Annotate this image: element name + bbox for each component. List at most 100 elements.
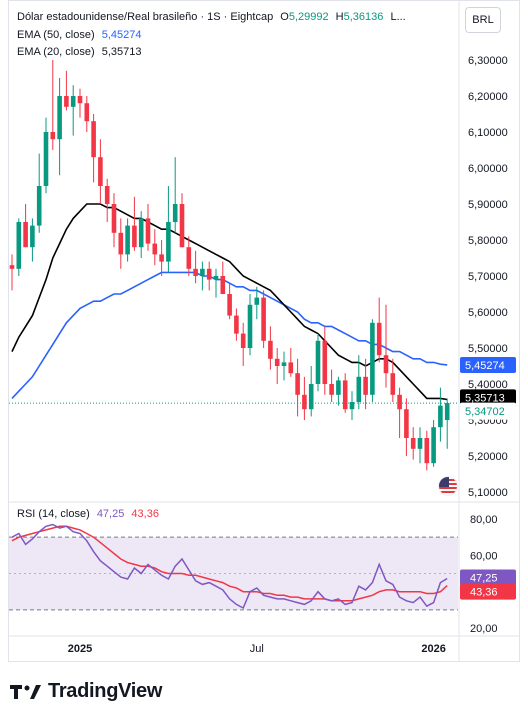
rsi-legend[interactable]: RSI (14, close) 47,25 43,36 <box>17 508 159 520</box>
symbol-title: Dólar estadounidense/Real brasileño · 1S… <box>17 11 274 23</box>
candle-body <box>383 355 389 374</box>
rsi-label: RSI (14, close) <box>17 508 90 520</box>
tradingview-logo[interactable]: TradingView <box>10 680 162 703</box>
candle-body <box>70 96 76 107</box>
candle-body <box>261 297 266 341</box>
ema20-value: 5,35713 <box>101 46 142 58</box>
candle-body <box>268 340 273 359</box>
tradingview-logo-text: TradingView <box>48 680 163 702</box>
candle-body <box>254 297 260 305</box>
candle-body <box>438 405 443 428</box>
candle-body <box>397 394 402 410</box>
candle-body <box>125 225 130 255</box>
candle-body <box>404 409 409 438</box>
rsi-line <box>11 523 448 610</box>
candle-body <box>91 121 96 158</box>
candle-body <box>274 358 280 366</box>
rsi-tick-label: 80,00 <box>470 514 498 526</box>
candle-body <box>342 380 348 410</box>
price-tick-label: 5,40000 <box>468 379 508 391</box>
price-tick-label: 5,80000 <box>468 235 508 247</box>
candle-body <box>36 186 42 226</box>
candle-body <box>234 315 239 334</box>
price-axis-marker <box>460 389 516 406</box>
candle-body <box>227 294 232 316</box>
candle-body <box>308 384 314 410</box>
candle-body <box>132 225 137 248</box>
candle-body <box>16 222 22 269</box>
candle-body <box>247 304 253 348</box>
candle-body <box>336 380 341 395</box>
candle-body <box>98 157 103 186</box>
rsi-axis-marker <box>460 569 516 586</box>
price-tick-label: 5,10000 <box>468 487 508 499</box>
candle-body <box>220 276 226 294</box>
price-axis-marker-label: 5,35713 <box>465 392 505 404</box>
tradingview-logo-icon <box>10 684 41 699</box>
candle-body <box>322 340 328 384</box>
price-tick-label: 5,50000 <box>468 343 508 355</box>
rsi-value: 47,25 <box>96 508 125 520</box>
candle-body <box>159 254 164 262</box>
rsi-axis-marker-label: 47,25 <box>470 572 498 584</box>
candle-body <box>166 222 171 262</box>
price-axis-marker <box>460 357 516 374</box>
ema50-label: EMA (50, close) <box>17 29 95 41</box>
candle-body <box>138 218 144 248</box>
candle-body <box>240 333 246 348</box>
candle-body <box>424 438 430 464</box>
candle-body <box>288 362 294 374</box>
candle-body <box>77 96 83 104</box>
price-axis-marker <box>459 402 517 420</box>
rsi-axis-marker-label: 43,36 <box>470 587 498 599</box>
candle-body <box>50 132 56 140</box>
currency-button[interactable]: BRL <box>465 7 501 33</box>
ema50-value: 5,45274 <box>101 29 142 41</box>
price-tick-label: 6,30000 <box>468 55 508 67</box>
candle-body <box>417 438 423 449</box>
candle-body <box>43 132 49 186</box>
rsi-tick-label: 60,00 <box>470 550 498 562</box>
ema20-legend[interactable]: EMA (20, close) 5,35713 <box>17 46 141 58</box>
candle-body <box>213 276 219 280</box>
rsi-ma-value: 43,36 <box>131 508 159 520</box>
candle-body <box>315 340 321 384</box>
candle-body <box>363 376 368 395</box>
candle-body <box>410 438 416 449</box>
us-flag-icon[interactable] <box>438 476 458 496</box>
candle-body <box>145 218 151 244</box>
candle-body <box>302 394 307 410</box>
candle-body <box>57 96 62 140</box>
candle-body <box>206 268 212 280</box>
time-axis-label: 2026 <box>421 643 445 655</box>
candle-body <box>172 204 178 222</box>
rsi-axis-marker <box>460 583 516 600</box>
price-tick-label: 5,70000 <box>468 271 508 283</box>
price-tick-label: 6,10000 <box>468 127 508 139</box>
open-value: 5,29992 <box>288 11 329 23</box>
candle-body <box>390 373 396 395</box>
low-label: L... <box>390 11 406 23</box>
candle-body <box>295 373 300 395</box>
price-tick-label: 5,60000 <box>468 307 508 319</box>
candle-body <box>349 402 355 410</box>
candle-body <box>376 322 382 356</box>
candle-body <box>118 232 124 255</box>
high-value: 5,36136 <box>343 11 384 23</box>
ema50-legend[interactable]: EMA (50, close) 5,45274 <box>17 29 141 41</box>
candle-body <box>356 376 362 402</box>
open-label: O <box>280 11 289 23</box>
price-tick-label: 5,90000 <box>468 199 508 211</box>
symbol-legend: Dólar estadounidense/Real brasileño · 1S… <box>17 11 406 23</box>
candle-body <box>111 204 117 233</box>
candle-body <box>370 322 375 395</box>
ema20-label: EMA (20, close) <box>17 46 95 58</box>
high-label: H <box>335 11 344 23</box>
price-axis-marker-label: 5,45274 <box>465 360 505 372</box>
candle-body <box>64 96 69 107</box>
price-tick-label: 6,00000 <box>468 163 508 175</box>
price-axis-marker-label: 5,34702 <box>465 406 505 418</box>
time-axis-label: 2025 <box>68 643 92 655</box>
candle-body <box>30 225 35 248</box>
